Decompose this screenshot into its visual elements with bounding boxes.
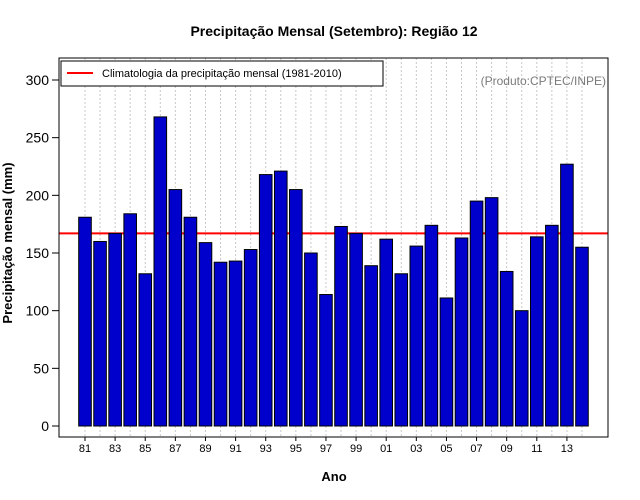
y-axis-label: Precipitação mensal (mm) bbox=[0, 162, 15, 323]
bar-00 bbox=[364, 265, 378, 427]
x-tick-label: 85 bbox=[139, 443, 151, 455]
bar-04 bbox=[424, 224, 439, 427]
bar-97 bbox=[319, 294, 333, 427]
bar-02 bbox=[394, 273, 409, 427]
x-tick-label: 89 bbox=[199, 443, 211, 455]
legend-label: Climatologia da precipitação mensal (198… bbox=[102, 68, 342, 80]
bar-84 bbox=[123, 213, 137, 427]
x-tick-label: 01 bbox=[380, 443, 392, 455]
credit-label: (Produto:CPTEC/INPE) bbox=[481, 74, 606, 88]
bar-92 bbox=[243, 249, 258, 427]
x-tick-label: 09 bbox=[501, 443, 513, 455]
bar-06 bbox=[454, 237, 469, 427]
y-tick-label: 0 bbox=[41, 418, 49, 434]
bar-82 bbox=[93, 240, 107, 427]
legend-box bbox=[60, 60, 384, 87]
bar-07 bbox=[469, 200, 484, 427]
bar-10 bbox=[514, 310, 529, 427]
x-tick-label: 87 bbox=[169, 443, 181, 455]
x-tick-label: 83 bbox=[109, 443, 121, 455]
y-tick-label: 300 bbox=[26, 72, 50, 88]
bar-01 bbox=[379, 238, 393, 427]
bar-87 bbox=[168, 189, 183, 427]
x-tick-label: 93 bbox=[260, 443, 272, 455]
bar-13 bbox=[560, 163, 574, 427]
bars bbox=[78, 116, 589, 427]
chart-title: Precipitação Mensal (Setembro): Região 1… bbox=[190, 23, 477, 39]
y-tick-label: 150 bbox=[26, 245, 50, 261]
y-tick-label: 100 bbox=[26, 303, 50, 319]
plot-frame bbox=[58, 57, 609, 438]
bar-98 bbox=[334, 225, 348, 427]
x-tick-label: 07 bbox=[470, 443, 482, 455]
x-tick-label: 97 bbox=[320, 443, 332, 455]
bar-83 bbox=[108, 232, 122, 427]
bar-09 bbox=[499, 270, 514, 427]
x-axis-label: Ano bbox=[321, 469, 346, 484]
x-tick-label: 03 bbox=[410, 443, 422, 455]
bar-96 bbox=[304, 252, 318, 427]
bar-05 bbox=[439, 297, 454, 427]
x-tick-label: 99 bbox=[350, 443, 362, 455]
bar-95 bbox=[289, 189, 303, 427]
y-axis: 0 50 100 150 200 250 300 bbox=[26, 72, 59, 434]
x-tick-label: 05 bbox=[440, 443, 452, 455]
bar-89 bbox=[198, 242, 213, 427]
x-tick-label: 11 bbox=[531, 443, 542, 455]
bar-11 bbox=[530, 236, 544, 427]
bar-08 bbox=[484, 197, 499, 427]
bar-85 bbox=[138, 273, 153, 427]
legend: Climatologia da precipitação mensal (198… bbox=[60, 60, 384, 87]
x-tick-label: 81 bbox=[79, 443, 91, 455]
bar-86 bbox=[153, 116, 168, 427]
bar-03 bbox=[409, 245, 424, 427]
bar-93 bbox=[258, 174, 273, 427]
bar-81 bbox=[78, 216, 92, 427]
bar-90 bbox=[213, 261, 228, 427]
x-tick-label: 13 bbox=[561, 443, 573, 455]
bar-88 bbox=[183, 216, 198, 427]
bar-12 bbox=[545, 224, 559, 427]
x-axis: 81 83 85 87 89 91 93 95 97 99 01 03 05 07 09 11 13 bbox=[79, 437, 573, 455]
y-tick-label: 250 bbox=[26, 130, 50, 146]
bar-91 bbox=[228, 260, 243, 427]
y-tick-label: 50 bbox=[33, 360, 49, 376]
y-tick-label: 200 bbox=[26, 187, 50, 203]
x-tick-label: 91 bbox=[229, 443, 241, 455]
bar-99 bbox=[349, 232, 363, 427]
bar-14 bbox=[575, 246, 589, 427]
bar-94 bbox=[273, 170, 288, 427]
x-tick-label: 95 bbox=[290, 443, 302, 455]
